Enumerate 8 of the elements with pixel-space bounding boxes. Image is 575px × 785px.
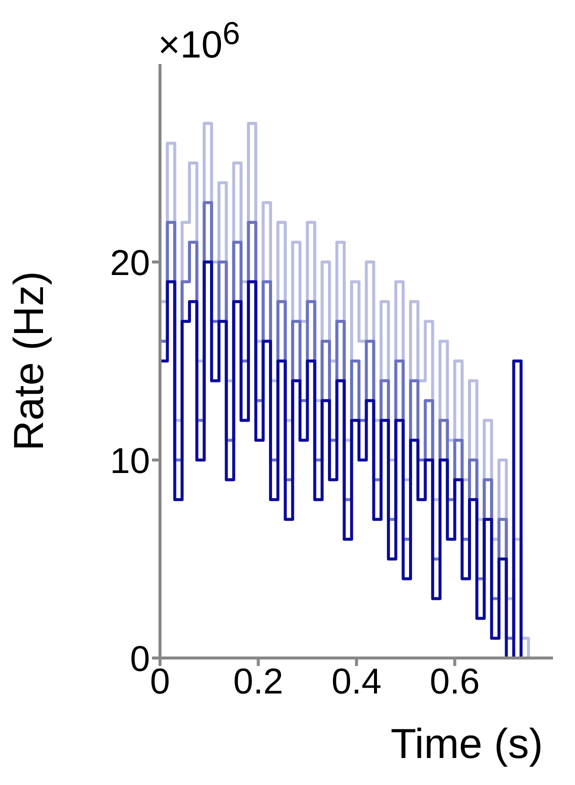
- y-tick-label: 10: [110, 440, 150, 481]
- annotation: ×10$^{6}$: [158, 14, 240, 69]
- y-tick-label: 20: [110, 242, 150, 283]
- x-tick-label: 0.4: [331, 660, 382, 702]
- x-tick-label: 0.6: [430, 660, 480, 702]
- x-axis-title: Time (s): [390, 720, 543, 767]
- y-axis-title: Rate (Hz): [4, 271, 52, 451]
- x-tick-label: 0.2: [233, 660, 284, 702]
